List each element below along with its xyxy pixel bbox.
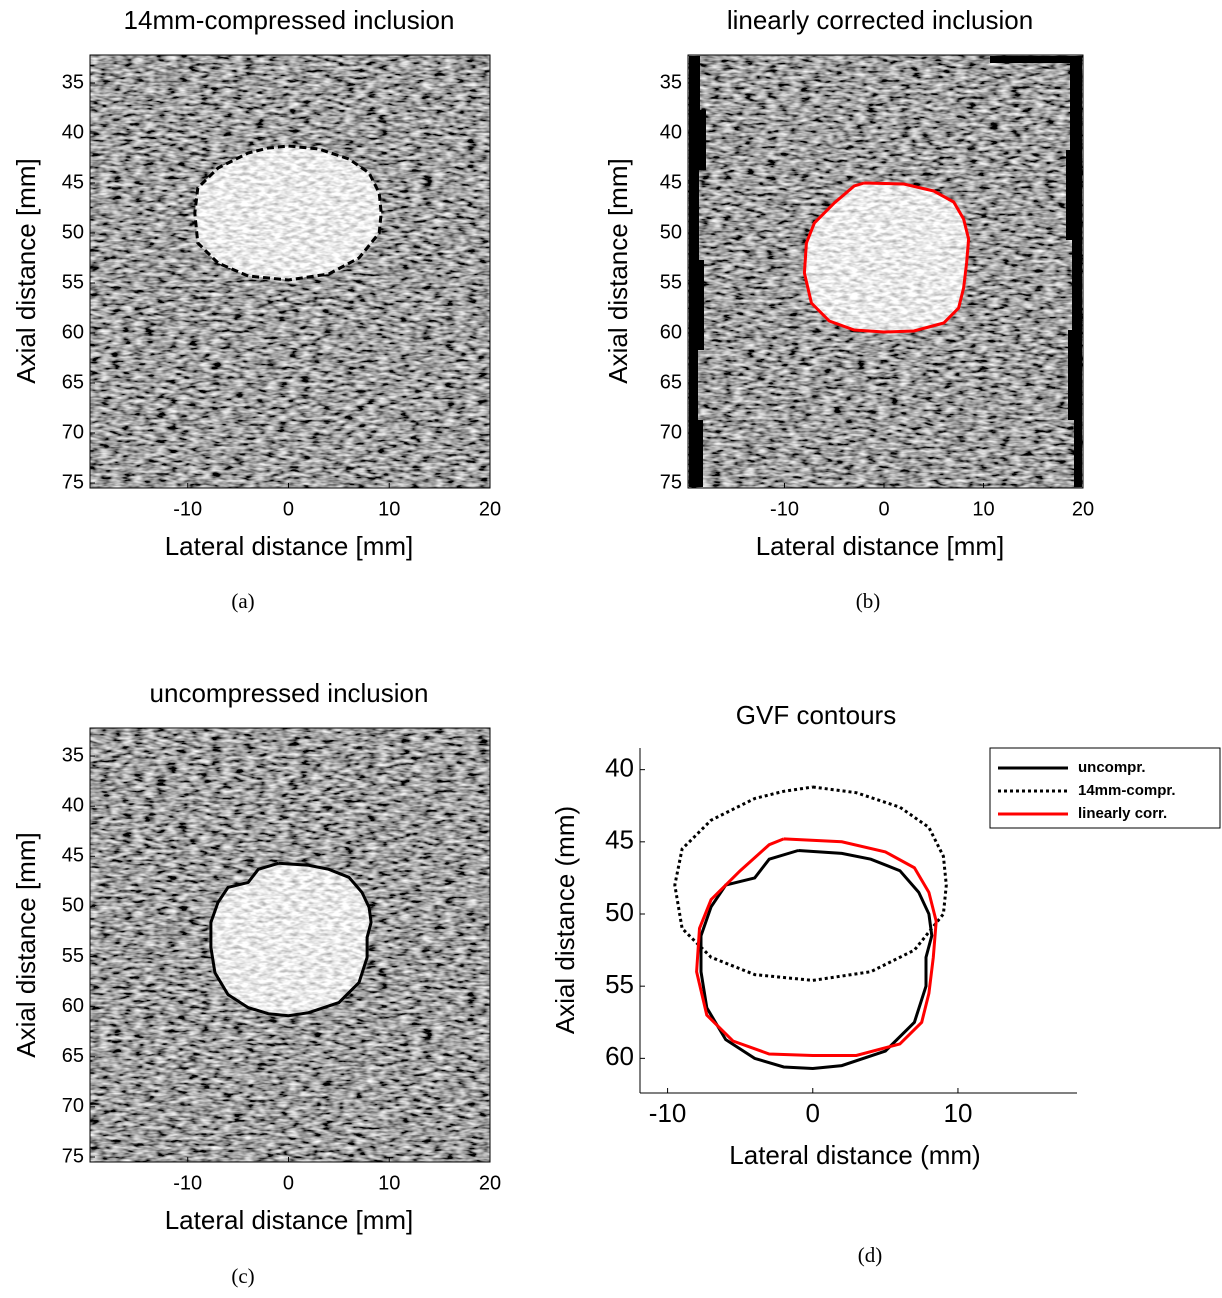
x-tick-label: 20 bbox=[479, 1172, 501, 1194]
y-tick-label: 55 bbox=[62, 945, 84, 967]
x-tick-label: -10 bbox=[173, 1172, 202, 1194]
y-tick-label: 60 bbox=[62, 995, 84, 1017]
edge-top bbox=[990, 56, 1082, 63]
y-tick-label: 45 bbox=[605, 825, 634, 855]
contour-line bbox=[193, 144, 383, 282]
caption: (d) bbox=[858, 1243, 883, 1267]
y-tick-label: 40 bbox=[660, 121, 682, 143]
x-tick-label: -10 bbox=[649, 1098, 687, 1128]
x-tick-label: 0 bbox=[878, 498, 889, 520]
contour-line bbox=[802, 181, 971, 334]
y-tick-label: 35 bbox=[62, 744, 84, 766]
panel: 35 40 45 50 55 60 65 70 75 -10 0 10 20 linearly corre… bbox=[603, 5, 1094, 613]
contour-line bbox=[699, 849, 934, 1071]
y-tick-label: 40 bbox=[62, 794, 84, 816]
inclusion-region bbox=[194, 146, 382, 280]
panel: 35 40 45 50 55 60 65 70 75 -10 0 10 20 14mm-compresse… bbox=[11, 5, 501, 613]
caption: (c) bbox=[231, 1264, 254, 1288]
y-tick-label: 45 bbox=[660, 171, 682, 193]
y-tick-label: 75 bbox=[62, 1145, 84, 1167]
y-axis-label: Axial distance [mm] bbox=[11, 832, 41, 1057]
x-tick-label: 0 bbox=[283, 1172, 294, 1194]
panel: 35 40 45 50 55 60 65 70 75 -10 0 10 20 uncompressed i… bbox=[11, 678, 501, 1288]
edge-right bbox=[1066, 56, 1082, 487]
x-axis-label: Lateral distance [mm] bbox=[165, 1205, 414, 1235]
y-tick-label: 70 bbox=[62, 1095, 84, 1117]
y-tick-label: 50 bbox=[62, 895, 84, 917]
inclusion-region bbox=[804, 183, 969, 332]
legend-label: 14mm-compr. bbox=[1078, 782, 1176, 799]
chart-title: uncompressed inclusion bbox=[150, 678, 429, 708]
y-tick-label: 40 bbox=[62, 121, 84, 143]
chart-title: GVF contours bbox=[736, 700, 896, 730]
contour-line bbox=[695, 837, 938, 1057]
x-tick-label: 10 bbox=[972, 498, 994, 520]
y-tick-label: 75 bbox=[660, 471, 682, 493]
y-axis-label: Axial distance [mm] bbox=[603, 158, 633, 383]
plots: 35 40 45 50 55 60 65 70 75 -10 0 10 20 14mm-compresse… bbox=[11, 5, 1221, 1288]
y-tick-label: 40 bbox=[605, 753, 634, 783]
chart-title: linearly corrected inclusion bbox=[727, 5, 1033, 35]
inclusion-region bbox=[210, 863, 372, 1016]
y-tick-label: 55 bbox=[605, 969, 634, 999]
x-tick-label: 0 bbox=[806, 1098, 820, 1128]
x-tick-label: 10 bbox=[943, 1098, 972, 1128]
y-tick-label: 60 bbox=[605, 1041, 634, 1071]
contour-line bbox=[209, 861, 373, 1018]
edge-left bbox=[689, 56, 706, 487]
y-tick-label: 55 bbox=[660, 271, 682, 293]
y-tick-label: 60 bbox=[660, 321, 682, 343]
contour-line bbox=[673, 785, 948, 982]
x-tick-label: 0 bbox=[283, 498, 294, 520]
caption: (a) bbox=[231, 589, 254, 613]
legend: uncompr. 14mm-compr. linearly corr. bbox=[989, 747, 1221, 829]
y-tick-label: 60 bbox=[62, 321, 84, 343]
x-axis-label: Lateral distance (mm) bbox=[729, 1140, 980, 1170]
axes-box bbox=[687, 54, 1084, 489]
y-tick-label: 35 bbox=[62, 71, 84, 93]
image-edges bbox=[689, 56, 1082, 487]
y-tick-label: 50 bbox=[660, 221, 682, 243]
y-tick-label: 75 bbox=[62, 471, 84, 493]
axes-box bbox=[89, 727, 491, 1163]
x-tick-label: 20 bbox=[479, 498, 501, 520]
y-tick-label: 55 bbox=[62, 271, 84, 293]
y-tick-label: 50 bbox=[605, 897, 634, 927]
chart-title: 14mm-compressed inclusion bbox=[124, 5, 455, 35]
caption: (b) bbox=[856, 589, 881, 613]
legend-label: linearly corr. bbox=[1078, 805, 1167, 822]
panel: 40 45 50 55 60 -10 0 10 GVF contours Lateral dist… bbox=[550, 700, 1221, 1267]
x-tick-label: 10 bbox=[378, 1172, 400, 1194]
y-axis-label: Axial distance (mm) bbox=[550, 806, 580, 1034]
axes-box bbox=[89, 54, 491, 489]
y-tick-label: 50 bbox=[62, 221, 84, 243]
y-tick-label: 65 bbox=[62, 371, 84, 393]
y-tick-label: 70 bbox=[660, 421, 682, 443]
x-tick-label: 20 bbox=[1072, 498, 1094, 520]
x-tick-label: -10 bbox=[173, 498, 202, 520]
y-tick-label: 70 bbox=[62, 421, 84, 443]
y-tick-label: 65 bbox=[660, 371, 682, 393]
y-axis-label: Axial distance [mm] bbox=[11, 158, 41, 383]
x-tick-label: -10 bbox=[770, 498, 799, 520]
y-tick-label: 45 bbox=[62, 845, 84, 867]
y-tick-label: 65 bbox=[62, 1045, 84, 1067]
y-tick-label: 45 bbox=[62, 171, 84, 193]
x-axis-label: Lateral distance [mm] bbox=[165, 531, 414, 561]
x-tick-label: 10 bbox=[378, 498, 400, 520]
x-axis-label: Lateral distance [mm] bbox=[756, 531, 1005, 561]
y-tick-label: 35 bbox=[660, 71, 682, 93]
legend-label: uncompr. bbox=[1078, 759, 1146, 776]
